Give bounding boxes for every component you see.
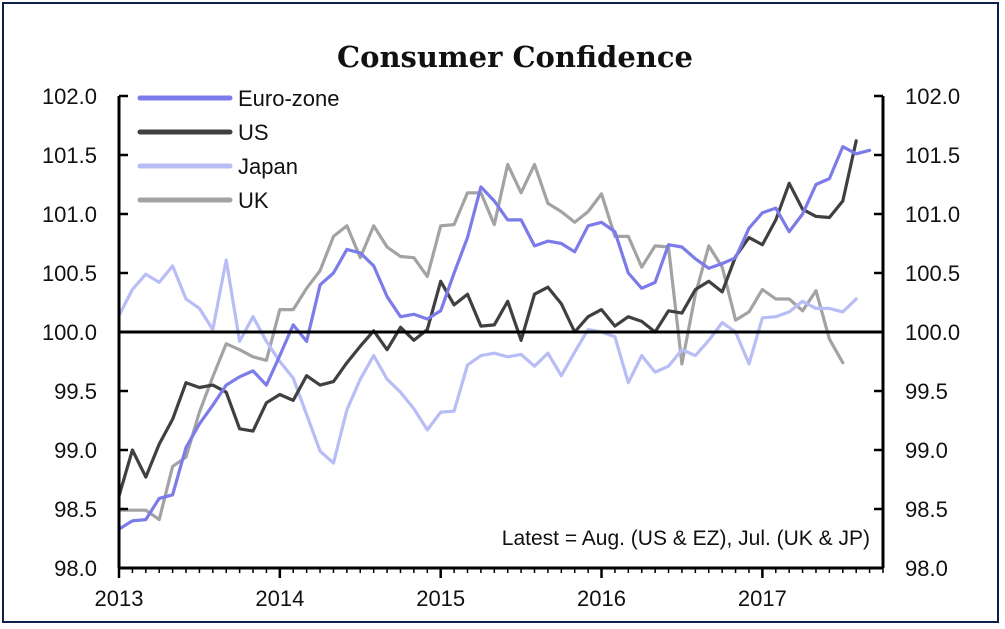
y-tick-left-label: 98.0: [54, 556, 97, 581]
y-tick-left-label: 102.0: [42, 84, 97, 109]
x-tick-label: 2013: [95, 586, 144, 611]
legend-item-us: US: [137, 120, 269, 145]
legend-label: US: [238, 120, 269, 145]
x-tick-label: 2016: [577, 586, 626, 611]
y-tick-right-label: 101.5: [905, 143, 960, 168]
y-tick-right-label: 100.5: [905, 261, 960, 286]
y-tick-left-label: 100.5: [42, 261, 97, 286]
y-tick-right-label: 100.0: [905, 320, 960, 345]
chart-frame: Consumer Confidence 98.0 98.5 99.0 99.5 100.…: [2, 2, 999, 623]
y-tick-right-label: 98.5: [905, 497, 948, 522]
legend-item-uk: UK: [137, 188, 269, 213]
legend-label: UK: [238, 188, 269, 213]
legend: Euro-zone US Japan UK: [137, 86, 340, 213]
latest-annotation: Latest = Aug. (US & EZ), Jul. (UK & JP): [502, 527, 870, 550]
legend-label: Japan: [238, 154, 298, 179]
y-tick-left-label: 98.5: [54, 497, 97, 522]
series-line-us: [117, 139, 858, 498]
y-tick-right-label: 102.0: [905, 84, 960, 109]
axes-layer: 98.0 98.5 99.0 99.5 100.0 100.5 101.0 101.5 102.…: [42, 84, 960, 611]
x-tick-label: 2014: [255, 586, 304, 611]
y-tick-right-label: 101.0: [905, 202, 960, 227]
y-tick-left-label: 99.5: [54, 379, 97, 404]
y-tick-left-label: 100.0: [42, 320, 97, 345]
series-line-euro-zone: [117, 145, 872, 531]
y-tick-left-label: 101.5: [42, 143, 97, 168]
y-tick-right-label: 99.5: [905, 379, 948, 404]
series-line-japan: [117, 258, 858, 465]
legend-item-euro-zone: Euro-zone: [137, 86, 340, 111]
series-line-uk: [117, 162, 845, 522]
chart-title: Consumer Confidence: [337, 40, 693, 74]
y-tick-left-label: 99.0: [54, 438, 97, 463]
y-tick-right-label: 98.0: [905, 556, 948, 581]
series-layer: [117, 139, 872, 531]
y-tick-right-label: 99.0: [905, 438, 948, 463]
x-tick-label: 2017: [738, 586, 787, 611]
x-tick-label: 2015: [416, 586, 465, 611]
legend-item-japan: Japan: [137, 154, 298, 179]
y-tick-left-label: 101.0: [42, 202, 97, 227]
consumer-confidence-chart: Consumer Confidence 98.0 98.5 99.0 99.5 100.…: [42, 40, 960, 611]
legend-label: Euro-zone: [238, 86, 340, 111]
